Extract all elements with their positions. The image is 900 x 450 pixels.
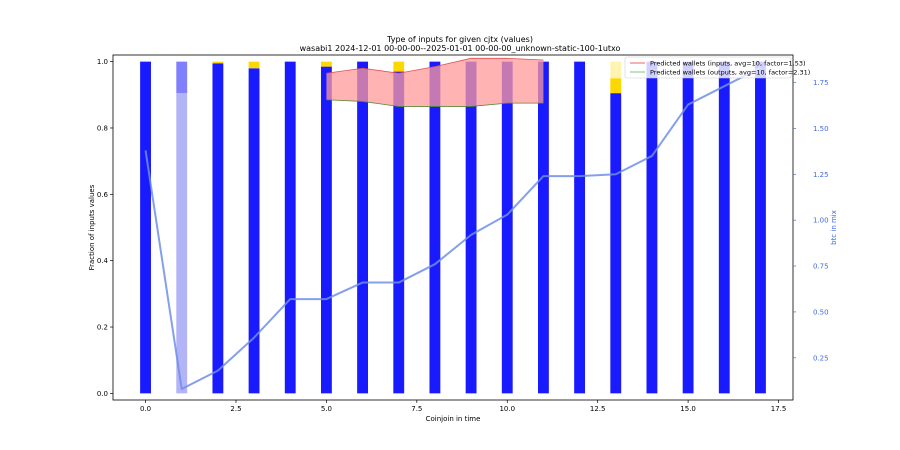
plot-frame [112, 54, 794, 401]
y-tick-label: 0.4 [97, 257, 109, 265]
bar-segment [176, 93, 188, 394]
bar-segment [284, 61, 296, 394]
predicted-inputs-line [326, 57, 544, 74]
chart-title: Type of inputs for given cjtx (values) [386, 35, 533, 44]
y-tick-label: 0.6 [97, 191, 109, 199]
y-right-tick-label: 0.25 [813, 354, 829, 362]
chart-subtitle: wasabi1 2024-12-01 00-00-00--2025-01-01 … [300, 44, 621, 53]
bar-segment [755, 61, 766, 394]
x-tick-label: 2.5 [230, 405, 241, 413]
legend-box [624, 56, 792, 79]
bar-segment [320, 66, 332, 394]
x-tick-label: 5.0 [321, 405, 332, 413]
x-tick-label: 12.5 [590, 405, 606, 413]
y-tick-label: 1.0 [97, 58, 108, 66]
bar-segment [320, 61, 332, 67]
bar-segment [610, 78, 622, 94]
x-tick-label: 0.0 [140, 405, 151, 413]
legend: Predicted wallets (inputs, avg=10, facto… [624, 56, 810, 79]
bar-segment [357, 61, 368, 394]
bar-segment [610, 61, 622, 79]
bar-segment [718, 61, 730, 394]
y-tick-label: 0.2 [97, 324, 108, 332]
x-tick-label: 15.0 [680, 405, 696, 413]
x-tick-label: 10.0 [499, 405, 515, 413]
plot-area [140, 57, 766, 394]
bar-segment [610, 93, 622, 394]
bar-segment [248, 61, 260, 69]
bar-segment [248, 68, 260, 394]
predicted-wallets-band [326, 58, 544, 107]
x-tick-label: 7.5 [411, 405, 422, 413]
x-axis: 0.0 2.5 5.0 7.5 10.0 12.5 15.0 17.5 [140, 400, 786, 413]
y-right-tick-label: 1.25 [813, 171, 829, 179]
bar-segment [429, 61, 441, 394]
bar-segment [393, 61, 405, 72]
y-tick-label: 0.8 [97, 124, 108, 132]
y-right-tick-label: 0.75 [813, 263, 829, 271]
chart-title-group: Type of inputs for given cjtx (values) w… [300, 35, 621, 53]
bar-segment [393, 71, 405, 394]
bar-segment [176, 61, 188, 94]
y-right-tick-label: 1.75 [813, 79, 829, 87]
bar-segment [140, 61, 151, 394]
y-right-tick-label: 1.00 [813, 217, 829, 225]
bar-segment [646, 61, 658, 394]
y-axis-right: 0.25 0.50 0.75 1.00 1.25 1.50 1.75 [793, 79, 829, 362]
bar-segment [538, 61, 549, 394]
bar-segment [212, 63, 224, 394]
btc-in-mix-line [144, 66, 761, 390]
bar-segment [465, 61, 477, 394]
bar-segment [501, 61, 513, 394]
legend-label-inputs: Predicted wallets (inputs, avg=10, facto… [650, 59, 806, 67]
y-axis-left: 0.0 0.2 0.4 0.6 0.8 1.0 [97, 58, 113, 398]
legend-label-outputs: Predicted wallets (outputs, avg=10, fact… [650, 68, 810, 76]
x-tick-label: 17.5 [771, 405, 787, 413]
bar-segment [212, 61, 224, 64]
y-axis-label: Fraction of inputs values [88, 184, 96, 270]
x-axis-label: Coinjoin in time [426, 415, 481, 423]
predicted-outputs-line [326, 99, 544, 107]
y-axis-right-label: btc in mix [830, 210, 838, 245]
y-right-tick-label: 1.50 [813, 125, 829, 133]
y-tick-label: 0.0 [97, 390, 108, 398]
bar-segment [682, 61, 694, 394]
bar-segment [574, 61, 586, 394]
y-right-tick-label: 0.50 [813, 308, 829, 316]
